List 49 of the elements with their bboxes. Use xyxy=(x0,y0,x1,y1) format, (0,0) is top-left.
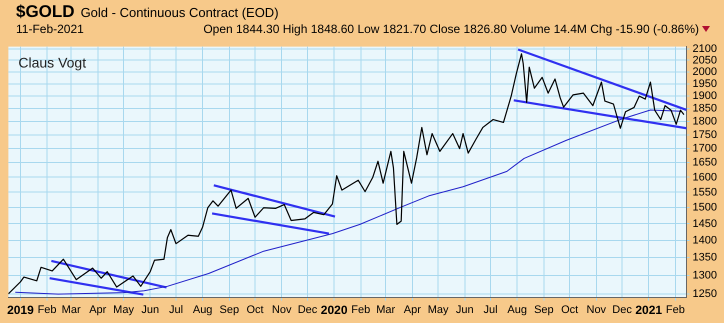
x-tick-label: 2021 xyxy=(635,303,662,318)
y-tick-label: 1950 xyxy=(692,78,718,90)
y-tick-label: 1800 xyxy=(692,116,718,128)
y-tick-label: 2050 xyxy=(692,54,718,66)
x-tick-label: 2020 xyxy=(320,303,348,318)
x-tick-label: Feb xyxy=(38,304,57,316)
x-tick-label: Apr xyxy=(404,304,422,316)
x-tick-label: Mar xyxy=(62,304,81,316)
x-tick-label: Feb xyxy=(666,304,685,316)
x-tick-label: Apr xyxy=(89,304,107,316)
x-tick-label: Nov xyxy=(586,304,607,316)
y-tick-label: 1250 xyxy=(692,288,718,300)
y-tick-label: 1900 xyxy=(692,90,718,102)
x-tick-label: 2019 xyxy=(7,303,34,318)
x-tick-label: May xyxy=(428,304,450,316)
x-tick-label: Mar xyxy=(376,304,396,316)
x-tick-label: Dec xyxy=(612,304,632,316)
x-tick-label: Nov xyxy=(272,304,292,316)
chart-subtitle: Gold - Continuous Contract (EOD) xyxy=(80,5,279,20)
x-tick-label: Aug xyxy=(192,304,212,316)
x-tick-label: Feb xyxy=(351,304,370,316)
y-tick-label: 1700 xyxy=(692,142,718,155)
text: 11-Feb-2021 xyxy=(16,22,84,36)
x-tick-label: Dec xyxy=(298,304,318,316)
x-tick-label: Jul xyxy=(168,304,184,316)
y-tick-label: 1850 xyxy=(692,102,718,115)
y-tick-label: 2000 xyxy=(692,66,718,78)
y-tick-label: 1350 xyxy=(692,252,718,264)
annotation: Claus Vogt xyxy=(18,54,86,70)
y-tick-label: 2100 xyxy=(692,42,718,55)
y-tick-label: 1600 xyxy=(692,171,718,184)
y-tick-label: 1750 xyxy=(692,128,718,141)
y-tick-label: 1550 xyxy=(692,186,718,198)
x-tick-label: Oct xyxy=(561,304,578,316)
y-tick-label: 1450 xyxy=(692,218,718,230)
x-tick-label: Jul xyxy=(484,304,498,316)
x-tick-label: Jun xyxy=(141,304,160,316)
y-tick-label: 1400 xyxy=(692,234,718,246)
y-tick-label: 1500 xyxy=(692,202,718,214)
chart-title: $GOLD xyxy=(16,2,75,21)
x-tick-label: Oct xyxy=(246,304,264,316)
y-tick-label: 1300 xyxy=(692,269,718,282)
x-tick-label: Sep xyxy=(534,304,554,316)
x-tick-label: Aug xyxy=(507,304,527,316)
x-tick-label: Jun xyxy=(456,304,474,316)
text: Open 1844.30 High 1848.60 Low 1821.70 Close 1826.80 Volume 14.4M Chg -15.90 (-0.86%) xyxy=(203,22,699,36)
x-tick-label: Sep xyxy=(219,304,240,316)
x-tick-label: May xyxy=(113,304,134,316)
y-tick-label: 1650 xyxy=(692,156,718,169)
